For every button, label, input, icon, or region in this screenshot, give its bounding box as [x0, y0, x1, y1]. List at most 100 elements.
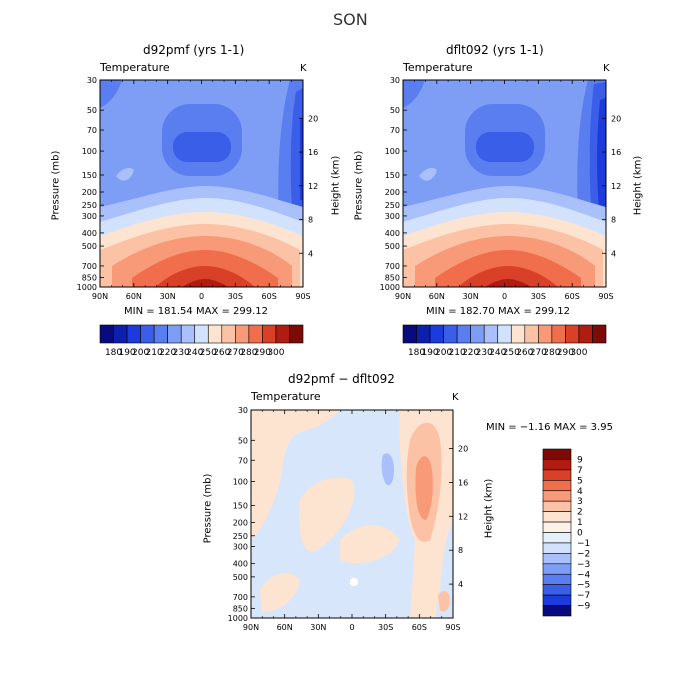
- height-tick-label: 20: [308, 114, 318, 123]
- pressure-tick-label: 100: [82, 147, 97, 156]
- lat-tick-label: 30N: [463, 292, 479, 301]
- colorbar-2-box: [592, 324, 607, 344]
- lat-tick-label: 90N: [92, 292, 108, 301]
- colorbar-2-label: 200: [435, 348, 452, 358]
- colorbar-2-label: 220: [462, 348, 479, 358]
- colorbar-2-box: [402, 324, 417, 344]
- panel-2-variable: Temperature: [403, 61, 473, 74]
- height-tick-label: 4: [458, 580, 463, 589]
- lat-tick-label: 30N: [160, 292, 176, 301]
- pressure-tick-label: 1000: [228, 614, 248, 623]
- colorbar-diff-box: [542, 594, 572, 606]
- height-tick-label: 16: [308, 148, 318, 157]
- colorbar-diff-label: 7: [577, 466, 583, 476]
- colorbar-diff-label: 1: [577, 518, 583, 528]
- pressure-tick-label: 30: [390, 76, 400, 85]
- pressure-tick-label: 250: [385, 201, 400, 210]
- colorbar-2-box: [470, 324, 485, 344]
- colorbar-1-box: [126, 324, 141, 344]
- colorbar-diff-label: −9: [577, 602, 591, 612]
- colorbar-2-box: [497, 324, 512, 344]
- pressure-tick-label: 850: [385, 273, 400, 282]
- pressure-tick-label: 300: [233, 543, 248, 552]
- colorbar-1-label: 300: [267, 348, 284, 358]
- colorbar-diff-label: 9: [577, 455, 583, 465]
- colorbar-diff-box: [542, 521, 572, 533]
- lat-tick-label: 90N: [395, 292, 411, 301]
- lat-tick-label: 90S: [445, 623, 460, 632]
- pressure-tick-label: 70: [390, 126, 400, 135]
- pressure-tick-label: 400: [233, 560, 248, 569]
- colorbar-1-box: [248, 324, 263, 344]
- panel-1-min-max: MIN = 181.54 MAX = 299.12: [124, 306, 269, 317]
- lat-tick-label: 30N: [310, 623, 326, 632]
- colorbar-diff-box: [542, 584, 572, 596]
- colorbar-1-label: 200: [132, 348, 149, 358]
- colorbar-1-box: [140, 324, 155, 344]
- pressure-tick-label: 850: [233, 604, 248, 613]
- colorbar-1-label: 250: [200, 348, 217, 358]
- pressure-tick-label: 30: [87, 76, 97, 85]
- colorbar-2-box: [524, 324, 539, 344]
- pressure-tick-label: 150: [385, 171, 400, 180]
- colorbar-2-box: [456, 324, 471, 344]
- panel-3-field: [251, 410, 453, 618]
- pressure-tick-label: 70: [87, 126, 97, 135]
- pressure-tick-label: 70: [238, 456, 248, 465]
- height-tick-label: 4: [611, 249, 616, 258]
- colorbar-2-label: 280: [543, 348, 560, 358]
- colorbar-1-box: [275, 324, 290, 344]
- colorbar-2-label: 300: [570, 348, 587, 358]
- colorbar-diff-label: 4: [577, 487, 583, 497]
- colorbar-diff-box: [542, 511, 572, 523]
- panel-1-field: [100, 80, 303, 287]
- pressure-tick-label: 250: [233, 532, 248, 541]
- lat-tick-label: 60S: [412, 623, 427, 632]
- colorbar-diff-box: [542, 553, 572, 565]
- lat-tick-label: 0: [199, 292, 204, 301]
- colorbar-2-box: [443, 324, 458, 344]
- height-tick-label: 20: [611, 114, 621, 123]
- pressure-tick-label: 200: [82, 188, 97, 197]
- colorbar-diff-box: [542, 542, 572, 554]
- height-tick-label: 12: [458, 512, 468, 521]
- height-tick-label: 8: [458, 546, 463, 555]
- colorbar-1-label: 230: [173, 348, 190, 358]
- colorbar-2-box: [538, 324, 553, 344]
- colorbar-1-box: [113, 324, 128, 344]
- pressure-tick-label: 700: [385, 262, 400, 271]
- colorbar-diff-label: −5: [577, 581, 590, 591]
- pressure-tick-label: 500: [82, 242, 97, 251]
- colorbar-diff-label: −4: [577, 570, 591, 580]
- panel-3-variable: Temperature: [251, 390, 321, 403]
- colorbar-diff-label: 5: [577, 476, 583, 486]
- colorbar-2-box: [510, 324, 526, 344]
- lat-tick-label: 60S: [262, 292, 277, 301]
- panel-3-title: d92pmf − dflt092: [288, 372, 395, 386]
- panel-2-title: dflt092 (yrs 1-1): [446, 43, 544, 57]
- colorbar-1-box: [167, 324, 182, 344]
- pressure-tick-label: 30: [238, 406, 248, 415]
- height-tick-label: 12: [611, 182, 621, 191]
- colorbar-diff-label: −2: [577, 549, 590, 559]
- colorbar-diff-box: [542, 459, 572, 471]
- panel-1-variable: Temperature: [100, 61, 170, 74]
- colorbar-1-box: [235, 324, 250, 344]
- pressure-tick-label: 500: [233, 573, 248, 582]
- colorbar-1-label: 290: [254, 348, 271, 358]
- colorbar-1-box: [99, 324, 114, 344]
- colorbar-1-label: 180: [105, 348, 122, 358]
- panel-2-field: [403, 80, 606, 287]
- pressure-tick-label: 50: [390, 106, 400, 115]
- colorbar-diff-box: [542, 490, 572, 502]
- colorbar-diff-box: [542, 573, 572, 585]
- colorbar-2-label: 250: [503, 348, 520, 358]
- lat-tick-label: 90N: [243, 623, 259, 632]
- panel-2-min-max: MIN = 182.70 MAX = 299.12: [426, 306, 571, 317]
- colorbar-2-label: 290: [557, 348, 574, 358]
- colorbar-1-label: 220: [159, 348, 176, 358]
- pressure-tick-label: 400: [385, 229, 400, 238]
- height-tick-label: 16: [458, 478, 468, 487]
